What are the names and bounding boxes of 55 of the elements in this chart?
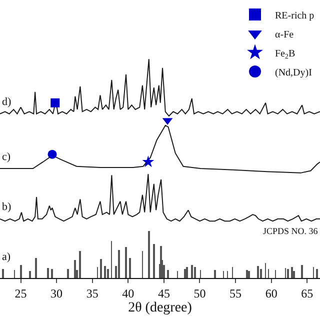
bar — [125, 247, 127, 278]
annotation: JCPDS NO. 36 — [263, 226, 318, 236]
bar — [153, 244, 155, 278]
bar — [316, 269, 318, 278]
x-tick-label: 50 — [194, 286, 206, 300]
x-tick-label: 60 — [265, 286, 278, 300]
bar — [47, 268, 49, 278]
bar — [246, 270, 248, 278]
series-label: c) — [2, 151, 11, 163]
series-label: b) — [2, 201, 12, 213]
bar — [301, 265, 303, 278]
bar — [2, 269, 4, 278]
legend-label: (Nd,Dy)I — [275, 67, 312, 78]
bar — [291, 267, 293, 278]
x-axis-title: 2θ (degree) — [128, 300, 192, 316]
bar — [191, 265, 193, 278]
bar — [257, 266, 259, 278]
legend-label: RE-rich p — [275, 10, 314, 22]
series-label: a) — [2, 251, 11, 263]
bar — [118, 250, 120, 278]
bar — [100, 259, 102, 278]
bar — [293, 271, 295, 278]
bar — [104, 266, 106, 278]
point — [48, 150, 57, 159]
x-tick-label: 55 — [230, 286, 242, 300]
bar — [107, 269, 109, 278]
x-tick-label: 25 — [14, 286, 27, 300]
point — [50, 98, 60, 108]
x-tick-label: 35 — [86, 286, 98, 300]
x-tick-label: 30 — [50, 286, 63, 300]
bar — [35, 258, 37, 278]
bar — [20, 265, 22, 278]
bar — [186, 267, 188, 278]
bar — [29, 271, 31, 278]
bar — [167, 270, 169, 278]
bar — [287, 269, 289, 278]
bar — [148, 231, 150, 278]
bar — [67, 269, 69, 278]
bar — [184, 269, 186, 278]
bar — [74, 260, 76, 278]
point — [142, 156, 154, 168]
bar — [129, 258, 131, 278]
legend-label: α-Fe — [275, 29, 294, 40]
bar — [160, 246, 162, 278]
bar — [248, 271, 250, 278]
series-label: d) — [2, 96, 12, 108]
bar — [260, 269, 262, 278]
x-tick-label: 45 — [158, 286, 170, 300]
bar — [214, 270, 216, 278]
x-tick-label: 40 — [122, 286, 134, 300]
legend-label: Fe$_{2}$B — [275, 48, 296, 60]
bar — [79, 251, 81, 278]
bar — [51, 269, 53, 278]
x-tick-label: 65 — [301, 286, 314, 300]
bar — [194, 267, 196, 278]
